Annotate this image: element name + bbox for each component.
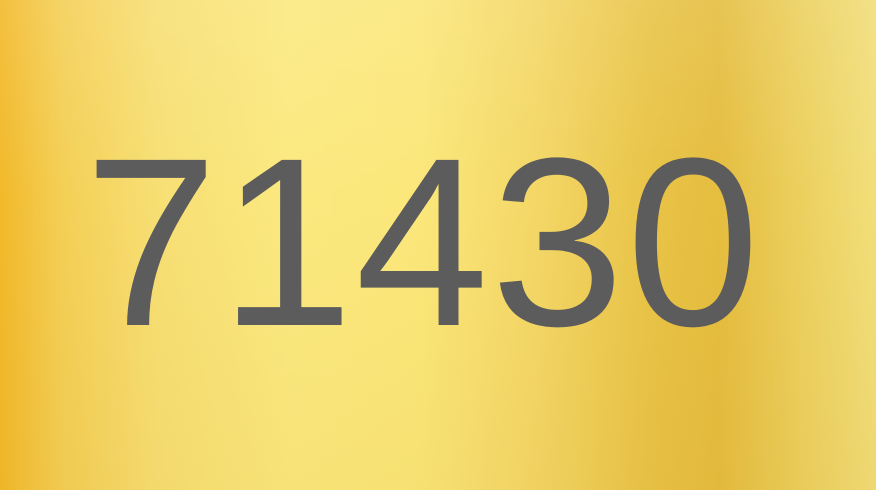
number-display: 71430 xyxy=(84,108,762,376)
